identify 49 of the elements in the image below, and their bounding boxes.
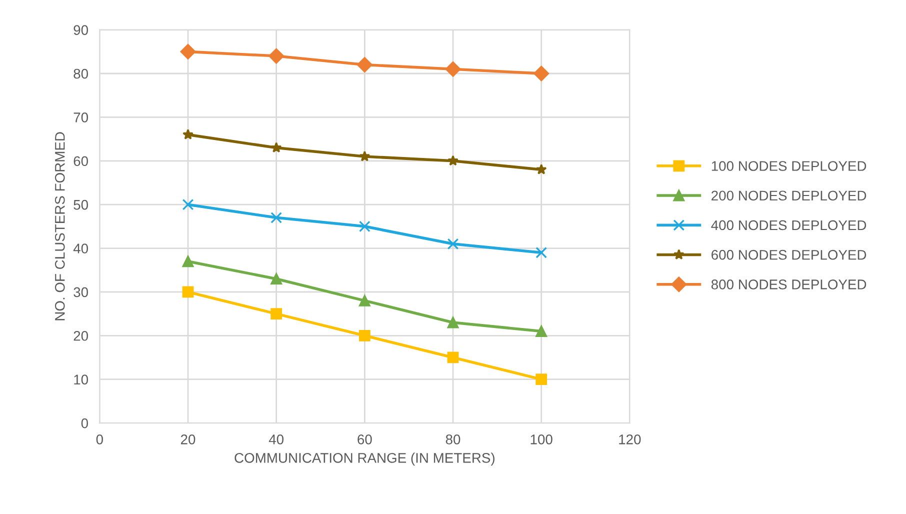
point — [358, 220, 370, 232]
x-tick-label: 100 — [530, 434, 552, 444]
legend-label: 200 NODES DEPLOYED — [712, 190, 866, 201]
point — [359, 150, 370, 162]
point — [270, 308, 282, 320]
point — [445, 61, 461, 77]
y-tick-label: 60 — [74, 156, 88, 166]
y-tick-label: 10 — [74, 374, 88, 384]
point — [182, 286, 194, 298]
legend-label: 800 NODES DEPLOYED — [711, 280, 866, 290]
y-tick-label: 80 — [74, 68, 88, 79]
y-axis-title: NO. OF CLUSTERS FORMED — [54, 132, 65, 320]
point — [270, 212, 282, 224]
x-tick-label: 120 — [619, 434, 641, 444]
point — [448, 155, 458, 166]
point — [447, 352, 459, 364]
y-tick-label: 90 — [74, 25, 88, 35]
point — [270, 273, 282, 285]
point — [536, 164, 547, 174]
point — [358, 294, 370, 306]
y-tick-label: 70 — [74, 112, 88, 122]
point — [358, 330, 370, 342]
legend-label: 100 NODES DEPLOYED — [712, 161, 866, 171]
point — [447, 316, 459, 328]
point — [356, 57, 372, 72]
point — [447, 238, 459, 250]
point — [536, 246, 548, 258]
point — [182, 256, 194, 268]
point — [268, 48, 284, 64]
x-tick-label: 40 — [268, 434, 284, 444]
x-tick-label: 0 — [96, 434, 103, 444]
point — [180, 44, 196, 60]
point — [270, 142, 282, 153]
x-tick-label: 20 — [180, 434, 196, 444]
legend-label: 600 NODES DEPLOYED — [712, 250, 866, 260]
point — [182, 198, 194, 210]
x-tick-label: 80 — [446, 434, 460, 444]
y-tick-label: 30 — [74, 287, 88, 298]
point — [536, 326, 548, 337]
y-tick-label: 0 — [81, 418, 88, 428]
y-tick-label: 20 — [74, 330, 88, 341]
point — [182, 128, 194, 140]
y-tick-label: 50 — [74, 200, 88, 210]
x-tick-label: 60 — [358, 434, 372, 444]
point — [536, 374, 548, 386]
point — [534, 66, 550, 82]
x-axis-title: COMMUNICATION RANGE (IN METERS) — [234, 452, 494, 466]
legend-label: 400 NODES DEPLOYED — [711, 220, 866, 230]
y-tick-label: 40 — [73, 244, 88, 254]
